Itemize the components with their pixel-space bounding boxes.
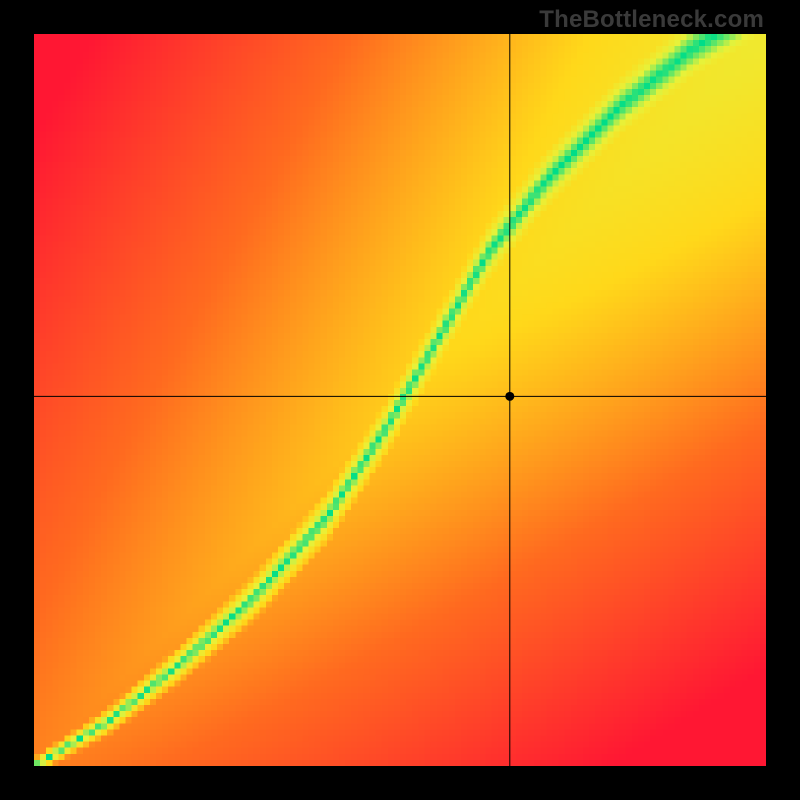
watermark-label: TheBottleneck.com bbox=[539, 6, 764, 34]
heatmap-canvas bbox=[34, 34, 766, 766]
plot-area bbox=[34, 34, 766, 766]
chart-frame: TheBottleneck.com bbox=[0, 0, 800, 800]
